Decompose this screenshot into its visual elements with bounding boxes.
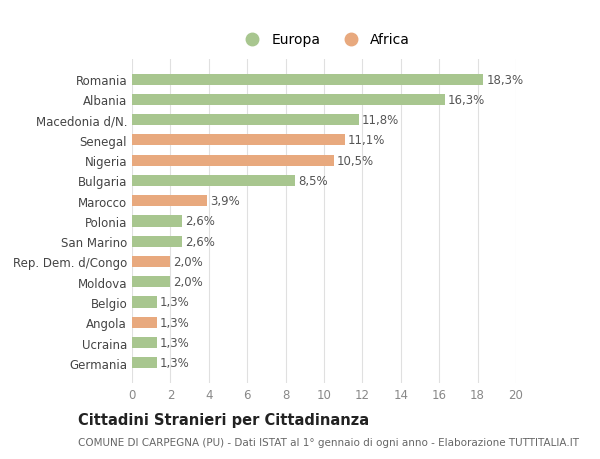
Text: 1,3%: 1,3% <box>160 296 190 309</box>
Text: 2,6%: 2,6% <box>185 215 215 228</box>
Bar <box>132 236 182 247</box>
Bar <box>132 95 445 106</box>
Text: 8,5%: 8,5% <box>298 174 328 188</box>
Text: 2,0%: 2,0% <box>173 276 203 289</box>
Text: 1,3%: 1,3% <box>160 316 190 329</box>
Bar <box>132 196 207 207</box>
Bar <box>132 115 359 126</box>
Text: 1,3%: 1,3% <box>160 357 190 369</box>
Bar <box>132 337 157 348</box>
Text: Cittadini Stranieri per Cittadinanza: Cittadini Stranieri per Cittadinanza <box>78 413 369 428</box>
Bar <box>132 135 345 146</box>
Bar <box>132 358 157 369</box>
Text: 16,3%: 16,3% <box>448 94 485 106</box>
Text: 1,3%: 1,3% <box>160 336 190 349</box>
Bar <box>132 317 157 328</box>
Bar <box>132 277 170 288</box>
Bar <box>132 155 334 166</box>
Text: 3,9%: 3,9% <box>210 195 239 208</box>
Text: 10,5%: 10,5% <box>337 154 374 167</box>
Bar <box>132 74 484 85</box>
Legend: Europa, Africa: Europa, Africa <box>232 28 416 53</box>
Text: COMUNE DI CARPEGNA (PU) - Dati ISTAT al 1° gennaio di ogni anno - Elaborazione T: COMUNE DI CARPEGNA (PU) - Dati ISTAT al … <box>78 437 579 447</box>
Text: 11,8%: 11,8% <box>361 114 398 127</box>
Text: 2,0%: 2,0% <box>173 255 203 269</box>
Text: 11,1%: 11,1% <box>348 134 385 147</box>
Bar <box>132 297 157 308</box>
Text: 18,3%: 18,3% <box>486 73 523 86</box>
Bar <box>132 216 182 227</box>
Bar <box>132 256 170 268</box>
Text: 2,6%: 2,6% <box>185 235 215 248</box>
Bar <box>132 175 295 187</box>
